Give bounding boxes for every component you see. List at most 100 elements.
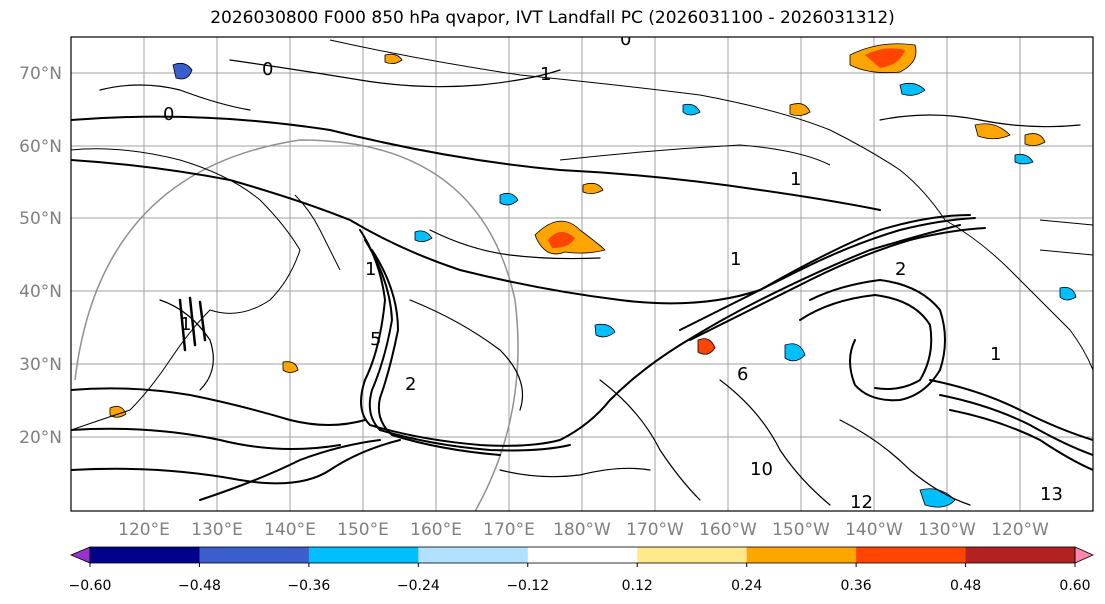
negative-patch (414, 230, 433, 242)
longitude-label: 130°W (918, 520, 976, 540)
colorbar-tick-label: 0.36 (841, 578, 872, 594)
colorbar-segment (856, 547, 967, 563)
longitude-label: 120°W (991, 520, 1049, 540)
contour-line (689, 227, 986, 341)
contour-line (679, 217, 976, 331)
border-line (1039, 219, 1093, 226)
contour-label: 12 (850, 492, 873, 513)
contour-line (229, 59, 561, 88)
contour-line (719, 379, 831, 506)
contour-line (599, 379, 701, 501)
positive-patch-core (865, 48, 905, 68)
contour-label: 1 (990, 344, 1001, 365)
north-america-coastline (944, 219, 1093, 371)
colorbar-tick-label: 0.12 (622, 578, 653, 594)
positive-patch (282, 361, 299, 373)
colorbar-tick-label: −0.12 (506, 578, 549, 594)
contour-label: 1 (365, 259, 376, 280)
negative-patch (594, 323, 616, 338)
contour-line (371, 249, 501, 456)
latitude-labels: 70°N 60°N 50°N 40°N 30°N 20°N (19, 64, 62, 448)
contour-line (178, 296, 207, 352)
latitude-label: 60°N (19, 137, 62, 157)
negative-patch (172, 62, 193, 80)
latitude-label: 20°N (19, 428, 62, 448)
colorbar-tick-label: 0.60 (1059, 578, 1090, 594)
colorbar-tick-label: −0.60 (69, 578, 112, 594)
colorbar-tick-label: 0.48 (950, 578, 981, 594)
longitude-label: 170°W (626, 520, 684, 540)
contour-label: 10 (750, 459, 773, 480)
contour-line (199, 439, 381, 501)
colorbar-segment (637, 547, 748, 563)
positive-patch (974, 123, 1011, 140)
longitude-label: 140°W (845, 520, 903, 540)
contour-line (71, 387, 366, 426)
positive-patch (109, 406, 127, 418)
colorbar-segment (199, 547, 310, 563)
contour-line (839, 419, 971, 506)
contour-lines (71, 59, 1093, 506)
colorbar-tick-label: −0.24 (397, 578, 440, 594)
negative-patch (682, 103, 701, 116)
contour-label: 0 (163, 104, 174, 125)
latitude-label: 40°N (19, 282, 62, 302)
contour-line (809, 279, 946, 402)
contour-line (409, 299, 524, 411)
positive-patch (1024, 133, 1046, 146)
contour-line (99, 84, 251, 111)
positive-patch-core (548, 231, 575, 248)
longitude-label: 180°W (553, 520, 611, 540)
contour-line (71, 439, 401, 485)
contour-line (159, 299, 214, 391)
contour-line (939, 394, 1093, 456)
contour-label: 0 (262, 59, 273, 80)
latitude-label: 50°N (19, 209, 62, 229)
longitude-label: 140°E (264, 520, 316, 540)
plot-title: 2026030800 F000 850 hPa qvapor, IVT Land… (210, 8, 895, 28)
positive-patch (384, 53, 403, 64)
great-circle-arc (74, 139, 519, 511)
colorbar-extend-min (69, 546, 91, 564)
contour-labels: 0 0 0 1 1 1 1 1 1 2 2 5 6 10 12 13 (163, 37, 1063, 513)
contour-label: 2 (895, 259, 906, 280)
contour-label: 1 (790, 169, 801, 190)
longitude-label: 130°E (191, 520, 243, 540)
latitude-label: 70°N (19, 64, 62, 84)
contour-line (879, 114, 1081, 128)
border-line (1039, 249, 1093, 256)
contour-line (929, 379, 1093, 441)
longitude-label: 160°W (699, 520, 757, 540)
colorbar-segment (965, 547, 1076, 563)
contour-line (499, 467, 651, 478)
contour-label: 1 (180, 314, 191, 335)
contour-line (71, 115, 881, 211)
graticule (71, 37, 1093, 511)
colorbar-segment (418, 547, 529, 563)
negative-patch (1059, 287, 1077, 301)
contour-line (364, 239, 571, 452)
shaded-anomaly-patches (109, 43, 1077, 508)
colorbar-segment (746, 547, 857, 563)
contour-label: 1 (730, 249, 741, 270)
positive-patch (789, 103, 811, 116)
colorbar-border (89, 546, 1076, 564)
colorbar-tick-labels: −0.60 −0.48 −0.36 −0.24 −0.12 0.12 0.24 0.36 0.4… (69, 563, 1091, 594)
longitude-labels: 120°E 130°E 140°E 150°E 160°E 170°E 180°W 170°W… (118, 520, 1049, 540)
colorbar-tick-label: 0.24 (731, 578, 762, 594)
contour-line (71, 427, 341, 450)
contour-label: 6 (737, 364, 748, 385)
contour-line (71, 159, 971, 305)
arctic-coastline (329, 39, 946, 221)
negative-patch (919, 488, 956, 508)
negative-patch (899, 82, 926, 96)
longitude-label: 160°E (410, 520, 462, 540)
negative-patch (499, 192, 519, 206)
contour-line (949, 409, 1093, 471)
map-frame (70, 36, 1094, 512)
colorbar-segment (90, 547, 200, 563)
longitude-label: 120°E (118, 520, 170, 540)
contour-line (359, 224, 961, 447)
colorbar-segment (308, 547, 419, 563)
